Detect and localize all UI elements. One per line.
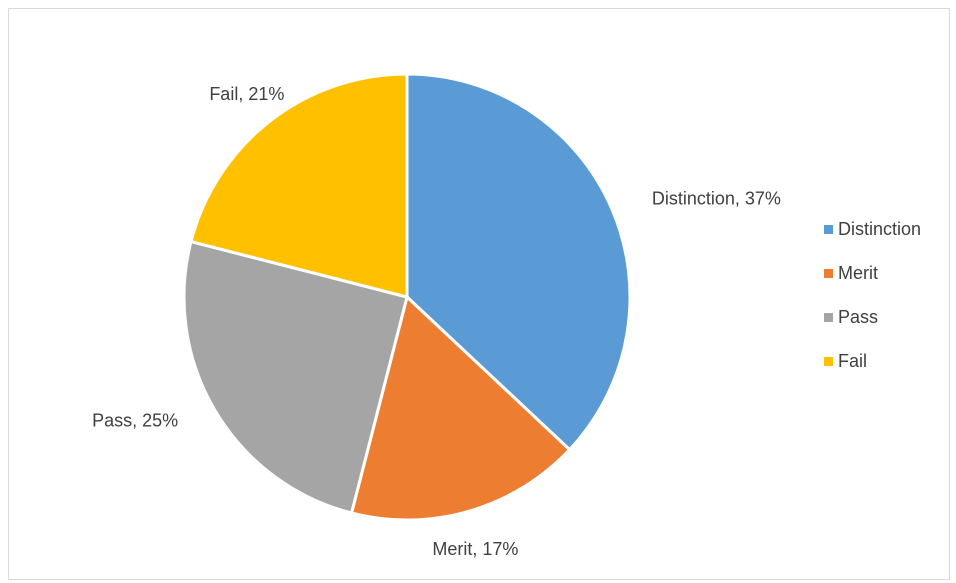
- pie-slice-merit: [349, 294, 572, 522]
- legend-swatch-pass: [824, 313, 833, 322]
- pie-slice-distinction: [405, 72, 632, 452]
- legend-label-fail: Fail: [838, 351, 867, 371]
- data-label-pass: Pass, 25%: [92, 410, 178, 430]
- legend-swatch-merit: [824, 269, 833, 278]
- data-label-fail: Fail, 21%: [209, 84, 284, 104]
- pie-slice-pass: [182, 239, 409, 515]
- legend-swatch-fail: [824, 357, 833, 366]
- pie-slice-fail: [189, 72, 409, 299]
- legend-swatch-distinction: [824, 225, 833, 234]
- legend-item-distinction: Distinction: [824, 219, 921, 239]
- legend-item-merit: Merit: [824, 263, 878, 283]
- legend-label-pass: Pass: [838, 307, 878, 327]
- data-label-merit: Merit, 17%: [432, 539, 518, 559]
- legend-item-fail: Fail: [824, 351, 867, 371]
- legend-item-pass: Pass: [824, 307, 878, 327]
- legend-label-merit: Merit: [838, 263, 878, 283]
- legend-label-distinction: Distinction: [838, 219, 921, 239]
- data-label-distinction: Distinction, 37%: [652, 188, 781, 208]
